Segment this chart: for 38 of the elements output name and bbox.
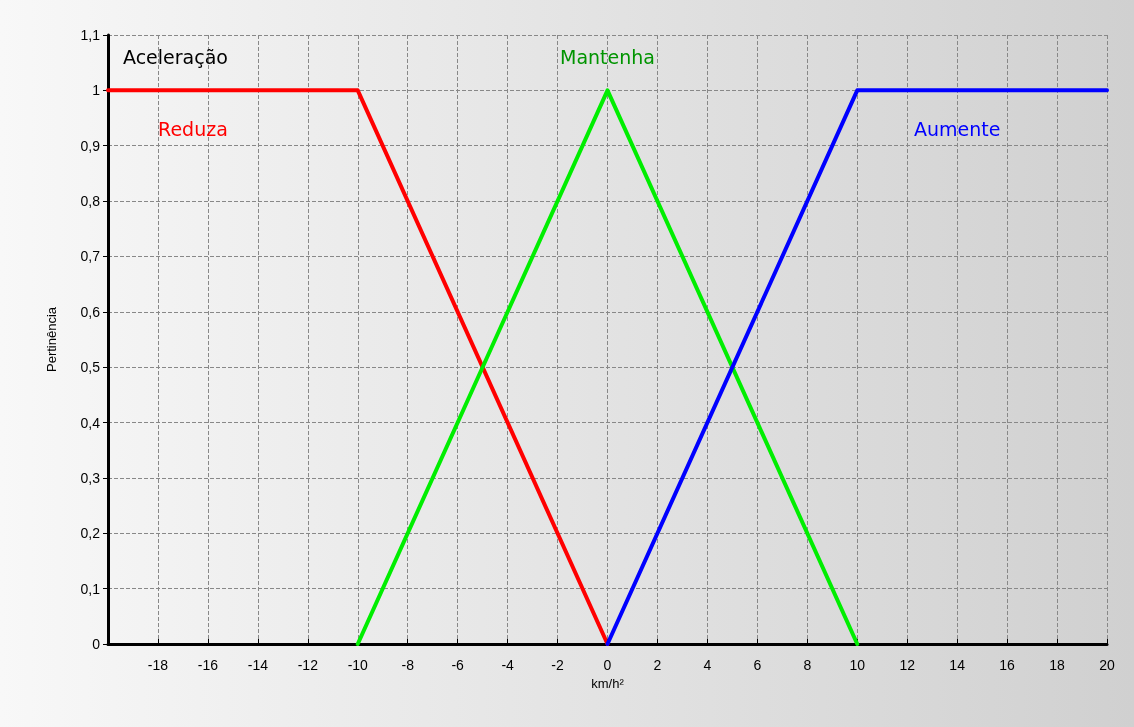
y-tick-label: 0,6: [80, 303, 101, 320]
x-tick-label: 14: [949, 657, 966, 673]
x-tick-label: 0: [603, 657, 612, 673]
x-tick-label: -8: [401, 657, 415, 673]
y-tick-label: 0,2: [80, 525, 101, 542]
series-label: Mantenha: [560, 46, 655, 69]
x-tick-label: -6: [451, 657, 465, 673]
x-tick-label: -2: [551, 657, 564, 673]
y-tick-label: 0: [92, 636, 101, 652]
y-axis-title: Pertinência: [44, 306, 59, 373]
x-tick-label: -12: [297, 657, 319, 673]
x-tick-label: 4: [703, 657, 712, 673]
y-tick-label: 0,9: [80, 137, 101, 154]
y-tick-label: 0,1: [80, 580, 101, 597]
y-tick-label: 0,5: [80, 359, 101, 376]
x-tick-label: 6: [753, 657, 762, 673]
y-tick-label: 0,8: [80, 193, 101, 210]
y-tick-label: 0,4: [80, 414, 101, 431]
x-axis-title: km/h²: [591, 675, 625, 691]
x-tick-label: 20: [1099, 657, 1115, 673]
x-tick-label: -10: [347, 657, 369, 673]
x-tick-label: 12: [899, 657, 916, 673]
y-tick-label: 1,1: [80, 27, 101, 43]
x-tick-label: 10: [849, 657, 866, 673]
series-label: Reduza: [158, 118, 228, 141]
series-label: Aumente: [913, 118, 1001, 141]
text: Aceleração: [123, 45, 228, 68]
x-tick-label: 16: [999, 657, 1016, 673]
x-tick-label: -4: [501, 657, 515, 673]
x-tick-label: -18: [147, 657, 169, 673]
x-tick-label: 8: [803, 657, 812, 673]
y-tick-label: 0,7: [80, 248, 101, 265]
x-tick-label: 2: [653, 657, 662, 673]
x-tick-label: -16: [197, 657, 219, 673]
y-tick-label: 1: [92, 82, 101, 99]
x-tick-label: -14: [247, 657, 269, 673]
y-tick-label: 0,3: [80, 469, 101, 486]
x-tick-label: 18: [1049, 657, 1066, 673]
